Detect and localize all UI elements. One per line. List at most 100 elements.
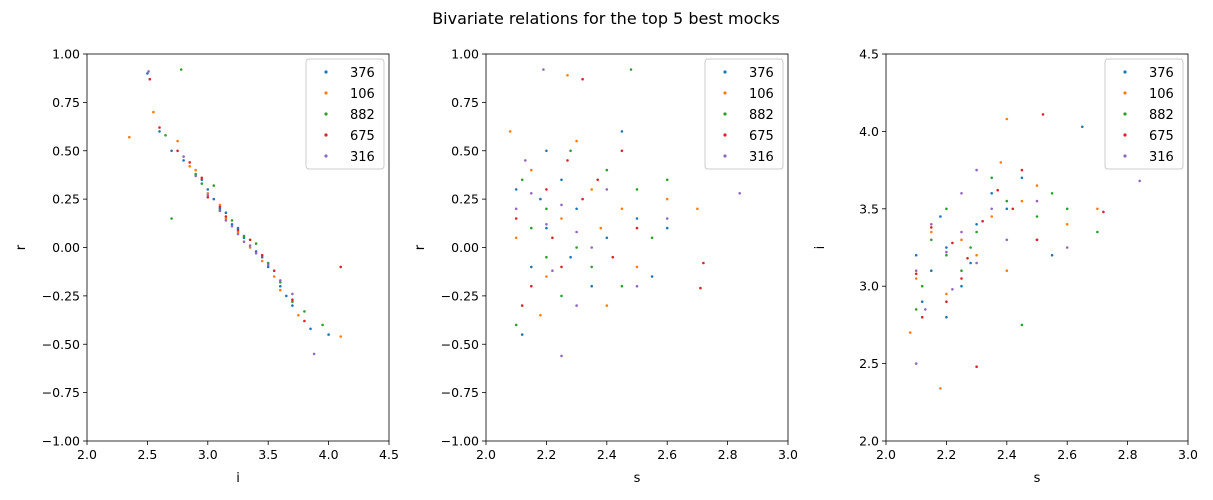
legend-marker-316 bbox=[324, 154, 328, 158]
point-316-7 bbox=[279, 279, 282, 282]
point-882-1 bbox=[575, 246, 578, 249]
x-tick-label: 2.6 bbox=[1057, 447, 1077, 462]
point-316-13 bbox=[1065, 246, 1069, 249]
x-axis-label: s bbox=[634, 471, 641, 486]
scatter-points bbox=[128, 68, 343, 356]
point-316-3 bbox=[930, 223, 933, 226]
legend-label-106: 106 bbox=[350, 87, 375, 102]
point-376-19 bbox=[285, 294, 288, 298]
point-675-11 bbox=[699, 286, 702, 290]
point-376-12 bbox=[200, 178, 204, 182]
x-axis-label: i bbox=[236, 471, 240, 486]
point-882-13 bbox=[620, 284, 624, 288]
point-882-13 bbox=[1096, 230, 1099, 234]
y-tick-label: 0.00 bbox=[451, 240, 479, 255]
point-106-0 bbox=[128, 135, 131, 139]
point-316-7 bbox=[551, 269, 554, 273]
point-316-0 bbox=[230, 224, 234, 228]
point-316-5 bbox=[914, 269, 918, 273]
legend-label-882: 882 bbox=[749, 108, 774, 123]
point-882-9 bbox=[254, 242, 258, 245]
point-675-14 bbox=[176, 149, 179, 153]
point-376-14 bbox=[224, 211, 228, 214]
point-376-3 bbox=[279, 284, 282, 288]
point-316-0 bbox=[945, 250, 948, 254]
point-376-1 bbox=[975, 223, 978, 226]
point-675-2 bbox=[514, 217, 518, 220]
point-882-6 bbox=[930, 238, 933, 242]
chart-panel-3: 2.0 2.2 2.4 2.6 2.8 3.0 2.0 2.5 3.0 3.5 4.0 4.5 s i 37… bbox=[813, 47, 1198, 487]
y-tick-label: −0.25 bbox=[42, 288, 80, 303]
y-axis-label: i bbox=[813, 246, 828, 250]
legend-marker-106 bbox=[1123, 91, 1127, 95]
point-316-6 bbox=[1005, 238, 1009, 242]
point-316-9 bbox=[738, 192, 741, 195]
y-axis-label: r bbox=[14, 244, 29, 250]
point-316-2 bbox=[975, 261, 978, 265]
point-882-9 bbox=[514, 323, 518, 327]
point-882-11 bbox=[969, 246, 972, 249]
point-882-11 bbox=[279, 281, 282, 284]
x-tick-label: 3.0 bbox=[198, 447, 218, 462]
point-106-6 bbox=[530, 168, 533, 172]
point-882-2 bbox=[520, 178, 524, 182]
point-882-0 bbox=[545, 207, 548, 211]
point-675-5 bbox=[272, 269, 276, 273]
point-376-2 bbox=[530, 265, 533, 269]
point-106-10 bbox=[339, 335, 343, 338]
point-882-1 bbox=[975, 230, 978, 234]
point-376-7 bbox=[291, 304, 294, 307]
point-675-6 bbox=[635, 226, 639, 230]
legend-marker-106 bbox=[324, 91, 328, 95]
point-675-14 bbox=[960, 277, 963, 280]
point-106-8 bbox=[236, 230, 240, 234]
legend: 376 106 882 675 316 bbox=[1104, 58, 1184, 170]
point-882-14 bbox=[170, 217, 173, 220]
x-axis-label: s bbox=[1034, 471, 1041, 486]
point-376-13 bbox=[939, 215, 942, 218]
point-376-3 bbox=[1005, 207, 1009, 211]
point-376-9 bbox=[309, 327, 312, 331]
x-tick-label: 4.5 bbox=[379, 447, 399, 462]
point-106-8 bbox=[1005, 269, 1009, 273]
y-tick-label: −0.50 bbox=[42, 337, 80, 352]
point-675-3 bbox=[1011, 207, 1015, 211]
point-316-4 bbox=[206, 194, 210, 197]
x-tick-label: 3.0 bbox=[778, 447, 798, 462]
point-106-6 bbox=[930, 230, 933, 234]
point-106-6 bbox=[297, 313, 300, 317]
point-675-1 bbox=[981, 219, 984, 223]
point-675-8 bbox=[236, 228, 240, 232]
point-376-11 bbox=[1020, 176, 1024, 180]
point-376-2 bbox=[930, 269, 933, 273]
point-106-12 bbox=[1096, 207, 1099, 211]
point-376-10 bbox=[146, 72, 149, 75]
point-106-11 bbox=[260, 259, 264, 263]
point-675-6 bbox=[291, 298, 294, 302]
point-882-4 bbox=[960, 269, 963, 273]
legend-label-316: 316 bbox=[350, 150, 375, 165]
point-106-2 bbox=[194, 168, 197, 172]
point-106-5 bbox=[176, 139, 179, 143]
point-376-10 bbox=[920, 300, 924, 304]
point-316-14 bbox=[975, 168, 978, 172]
point-376-14 bbox=[650, 275, 654, 278]
point-882-8 bbox=[1020, 323, 1024, 327]
point-316-14 bbox=[248, 244, 252, 247]
y-tick-label: 0.25 bbox=[451, 192, 479, 207]
point-376-12 bbox=[969, 261, 972, 265]
legend-box bbox=[704, 58, 784, 170]
point-316-6 bbox=[194, 174, 197, 178]
point-675-4 bbox=[188, 161, 191, 164]
y-tick-label: 0.75 bbox=[52, 95, 80, 110]
point-376-3 bbox=[605, 236, 609, 240]
point-882-7 bbox=[321, 323, 324, 327]
x-tick-label: 2.4 bbox=[997, 447, 1017, 462]
point-675-0 bbox=[551, 236, 554, 240]
point-316-3 bbox=[254, 252, 258, 255]
legend-box bbox=[1104, 58, 1184, 170]
point-675-1 bbox=[206, 195, 210, 199]
point-316-8 bbox=[182, 155, 185, 158]
point-106-7 bbox=[635, 265, 639, 269]
